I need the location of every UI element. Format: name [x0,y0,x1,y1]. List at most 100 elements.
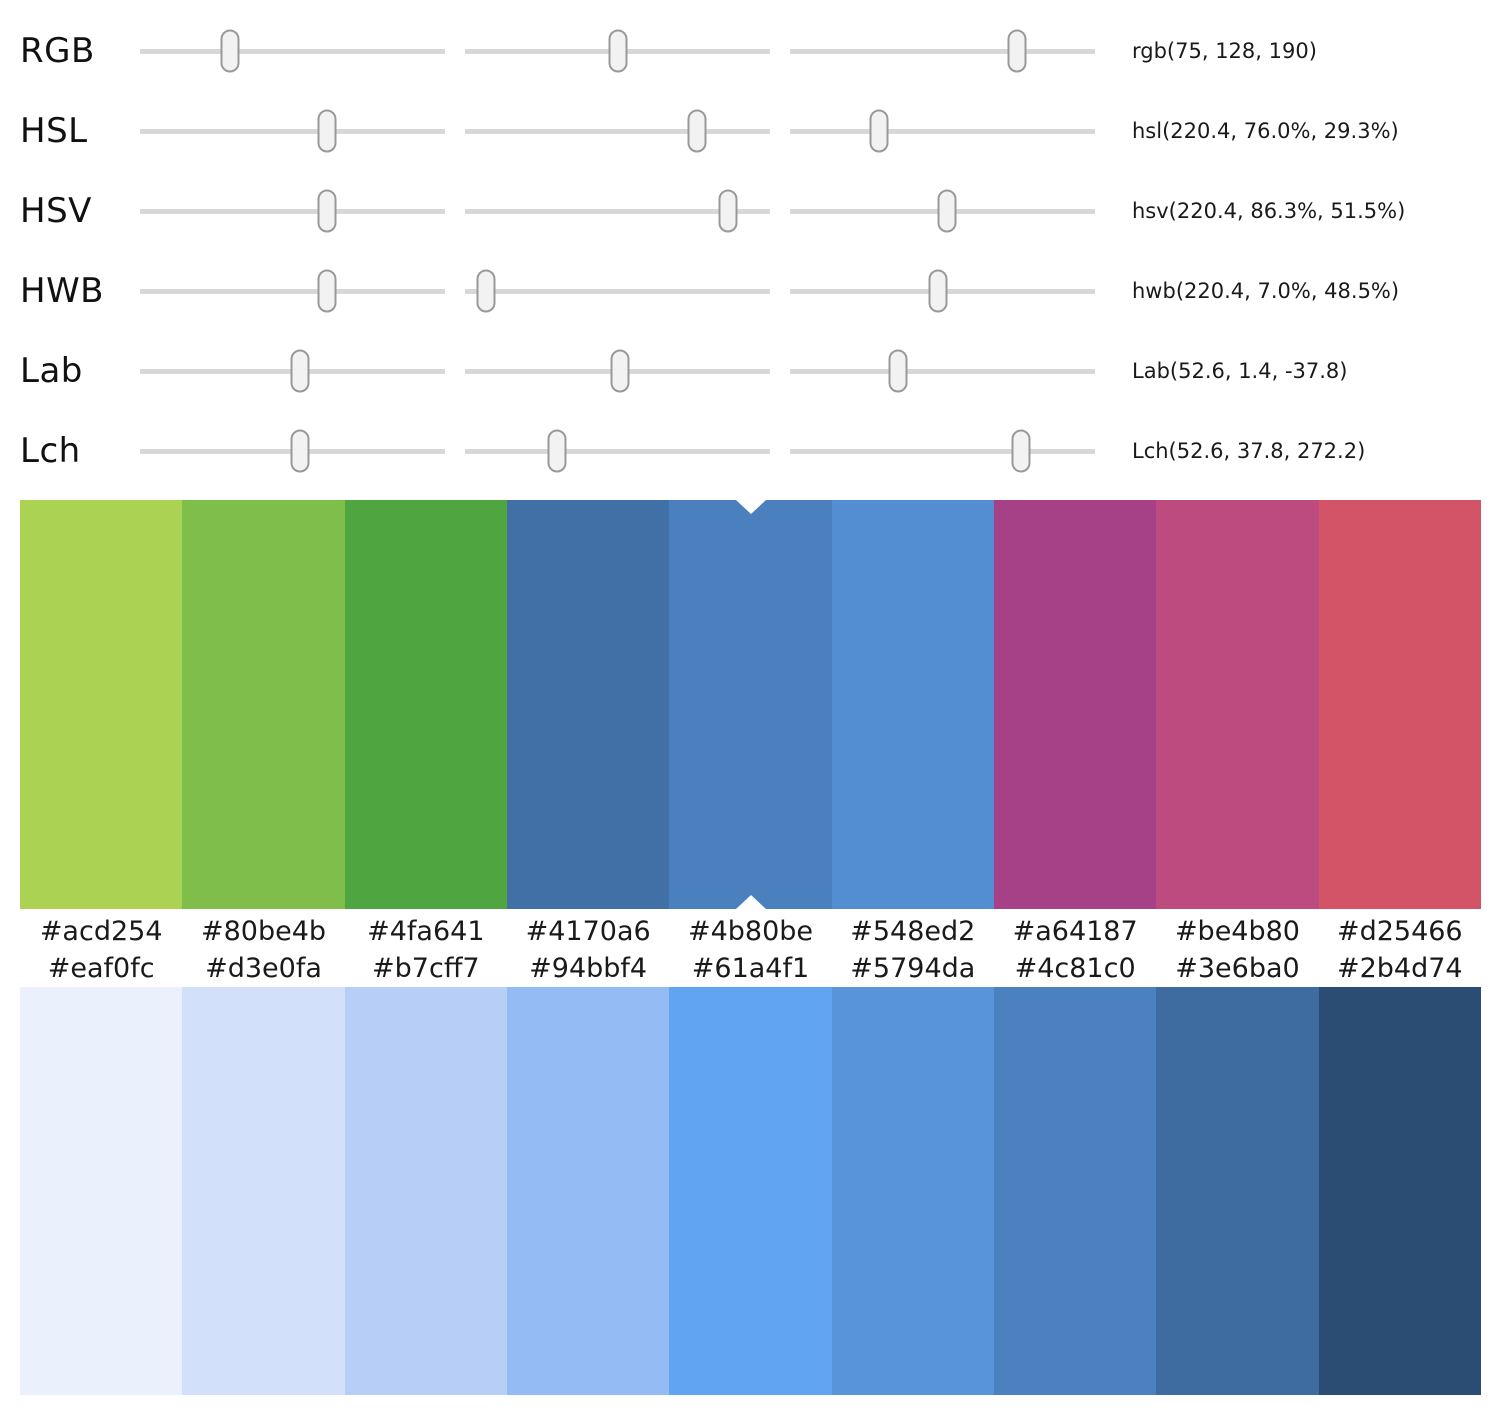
slider-track[interactable] [465,263,770,319]
palette-swatch[interactable] [344,987,507,1395]
palette-swatch[interactable] [1318,987,1481,1395]
slider-track[interactable] [465,103,770,159]
slider-track-line [140,208,445,214]
slider-track[interactable] [465,343,770,399]
swatch-hex-label: #a64187 [1012,915,1138,947]
swatch-hex-label: #acd254 [39,915,163,947]
swatch-hex-label: #3e6ba0 [1175,953,1300,984]
swatch-hex-label: #eaf0fc [47,953,155,984]
swatch-hex-label: #5794da [850,953,976,984]
palette-swatch-selected[interactable] [669,500,832,909]
slider-track[interactable] [140,263,445,319]
slider-track-line [790,128,1095,134]
slider-value-readout: Lch(52.6, 37.8, 272.2) [1132,439,1366,463]
slider-thumb[interactable] [1011,429,1031,473]
slider-row-hsl: HSL hsl(220.4, 76.0%, 29.3%) [0,91,1501,171]
slider-value-readout: rgb(75, 128, 190) [1132,39,1317,63]
slider-value-readout: Lab(52.6, 1.4, -37.8) [1132,359,1348,383]
slider-track-line [140,48,445,54]
swatch-hex-label: #d25466 [1336,915,1463,947]
slider-track-line [790,448,1095,454]
slider-thumb[interactable] [869,109,889,153]
slider-track[interactable] [140,183,445,239]
slider-thumb[interactable] [317,189,337,233]
slider-track[interactable] [140,423,445,479]
palette-swatch[interactable] [1318,500,1481,909]
slider-track-line [140,288,445,294]
slider-track[interactable] [790,343,1095,399]
shade-palette [20,987,1481,1395]
palette-swatch[interactable] [182,500,345,909]
palette-swatch[interactable] [993,987,1157,1395]
slider-thumb[interactable] [547,429,567,473]
shade-palette-labels: #eaf0fc #d3e0fa #b7cff7 #94bbf4 #61a4f1 … [20,950,1481,987]
palette-swatch[interactable] [182,987,345,1395]
slider-thumb[interactable] [220,29,240,73]
slider-track[interactable] [465,23,770,79]
palette-swatch[interactable] [1156,987,1319,1395]
slider-thumb[interactable] [476,269,496,313]
swatch-hex-label: #d3e0fa [205,953,322,984]
slider-thumb[interactable] [937,189,957,233]
slider-track-line [140,128,445,134]
swatch-hex-label: #548ed2 [850,915,976,947]
slider-track[interactable] [790,183,1095,239]
slider-row-lab: Lab Lab(52.6, 1.4, -37.8) [0,331,1501,411]
slider-row-rgb: RGB rgb(75, 128, 190) [0,11,1501,91]
slider-value-readout: hsv(220.4, 86.3%, 51.5%) [1132,199,1406,223]
palette-swatch[interactable] [993,500,1157,909]
slider-track[interactable] [465,423,770,479]
slider-value-readout: hsl(220.4, 76.0%, 29.3%) [1132,119,1399,143]
slider-row-label: HSV [20,191,92,231]
slider-thumb[interactable] [608,29,628,73]
slider-row-lch: Lch Lch(52.6, 37.8, 272.2) [0,411,1501,491]
palette-swatch[interactable] [669,987,832,1395]
slider-thumb[interactable] [290,429,310,473]
slider-thumb[interactable] [317,109,337,153]
slider-thumb[interactable] [317,269,337,313]
swatch-hex-label: #4c81c0 [1014,953,1136,984]
palette-swatch[interactable] [831,987,994,1395]
slider-track-line [790,48,1095,54]
slider-track[interactable] [790,23,1095,79]
palette-swatch[interactable] [344,500,507,909]
swatch-hex-label: #4fa641 [367,915,485,947]
slider-track[interactable] [140,103,445,159]
slider-track[interactable] [790,103,1095,159]
palette-swatch[interactable] [20,500,183,909]
slider-thumb[interactable] [610,349,630,393]
palette-swatch[interactable] [1156,500,1319,909]
slider-value-readout: hwb(220.4, 7.0%, 48.5%) [1132,279,1400,303]
slider-row-label: Lch [20,431,81,471]
slider-track-line [465,128,770,134]
slider-row-label: HSL [20,111,88,151]
slider-track[interactable] [140,23,445,79]
swatch-hex-label: #4b80be [687,915,813,947]
swatch-hex-label: #94bbf4 [529,953,648,984]
slider-track-line [465,288,770,294]
hue-palette [20,500,1481,909]
slider-thumb[interactable] [1007,29,1027,73]
slider-track[interactable] [790,423,1095,479]
slider-row-hsv: HSV hsv(220.4, 86.3%, 51.5%) [0,171,1501,251]
slider-track[interactable] [140,343,445,399]
slider-thumb[interactable] [718,189,738,233]
palette-swatch[interactable] [506,987,670,1395]
slider-track-line [465,448,770,454]
slider-row-hwb: HWB hwb(220.4, 7.0%, 48.5%) [0,251,1501,331]
swatch-hex-label: #b7cff7 [372,953,480,984]
slider-row-label: RGB [20,31,95,71]
swatch-hex-label: #2b4d74 [1336,953,1463,984]
slider-thumb[interactable] [888,349,908,393]
slider-thumb[interactable] [687,109,707,153]
slider-thumb[interactable] [290,349,310,393]
slider-thumb[interactable] [928,269,948,313]
palette-swatch[interactable] [20,987,183,1395]
palette-swatch[interactable] [831,500,994,909]
slider-track[interactable] [790,263,1095,319]
palette-swatch[interactable] [506,500,670,909]
slider-section: RGB rgb(75, 128, 190) HSL hsl(220.4, [0,0,1501,491]
slider-track-line [790,368,1095,374]
slider-track[interactable] [465,183,770,239]
